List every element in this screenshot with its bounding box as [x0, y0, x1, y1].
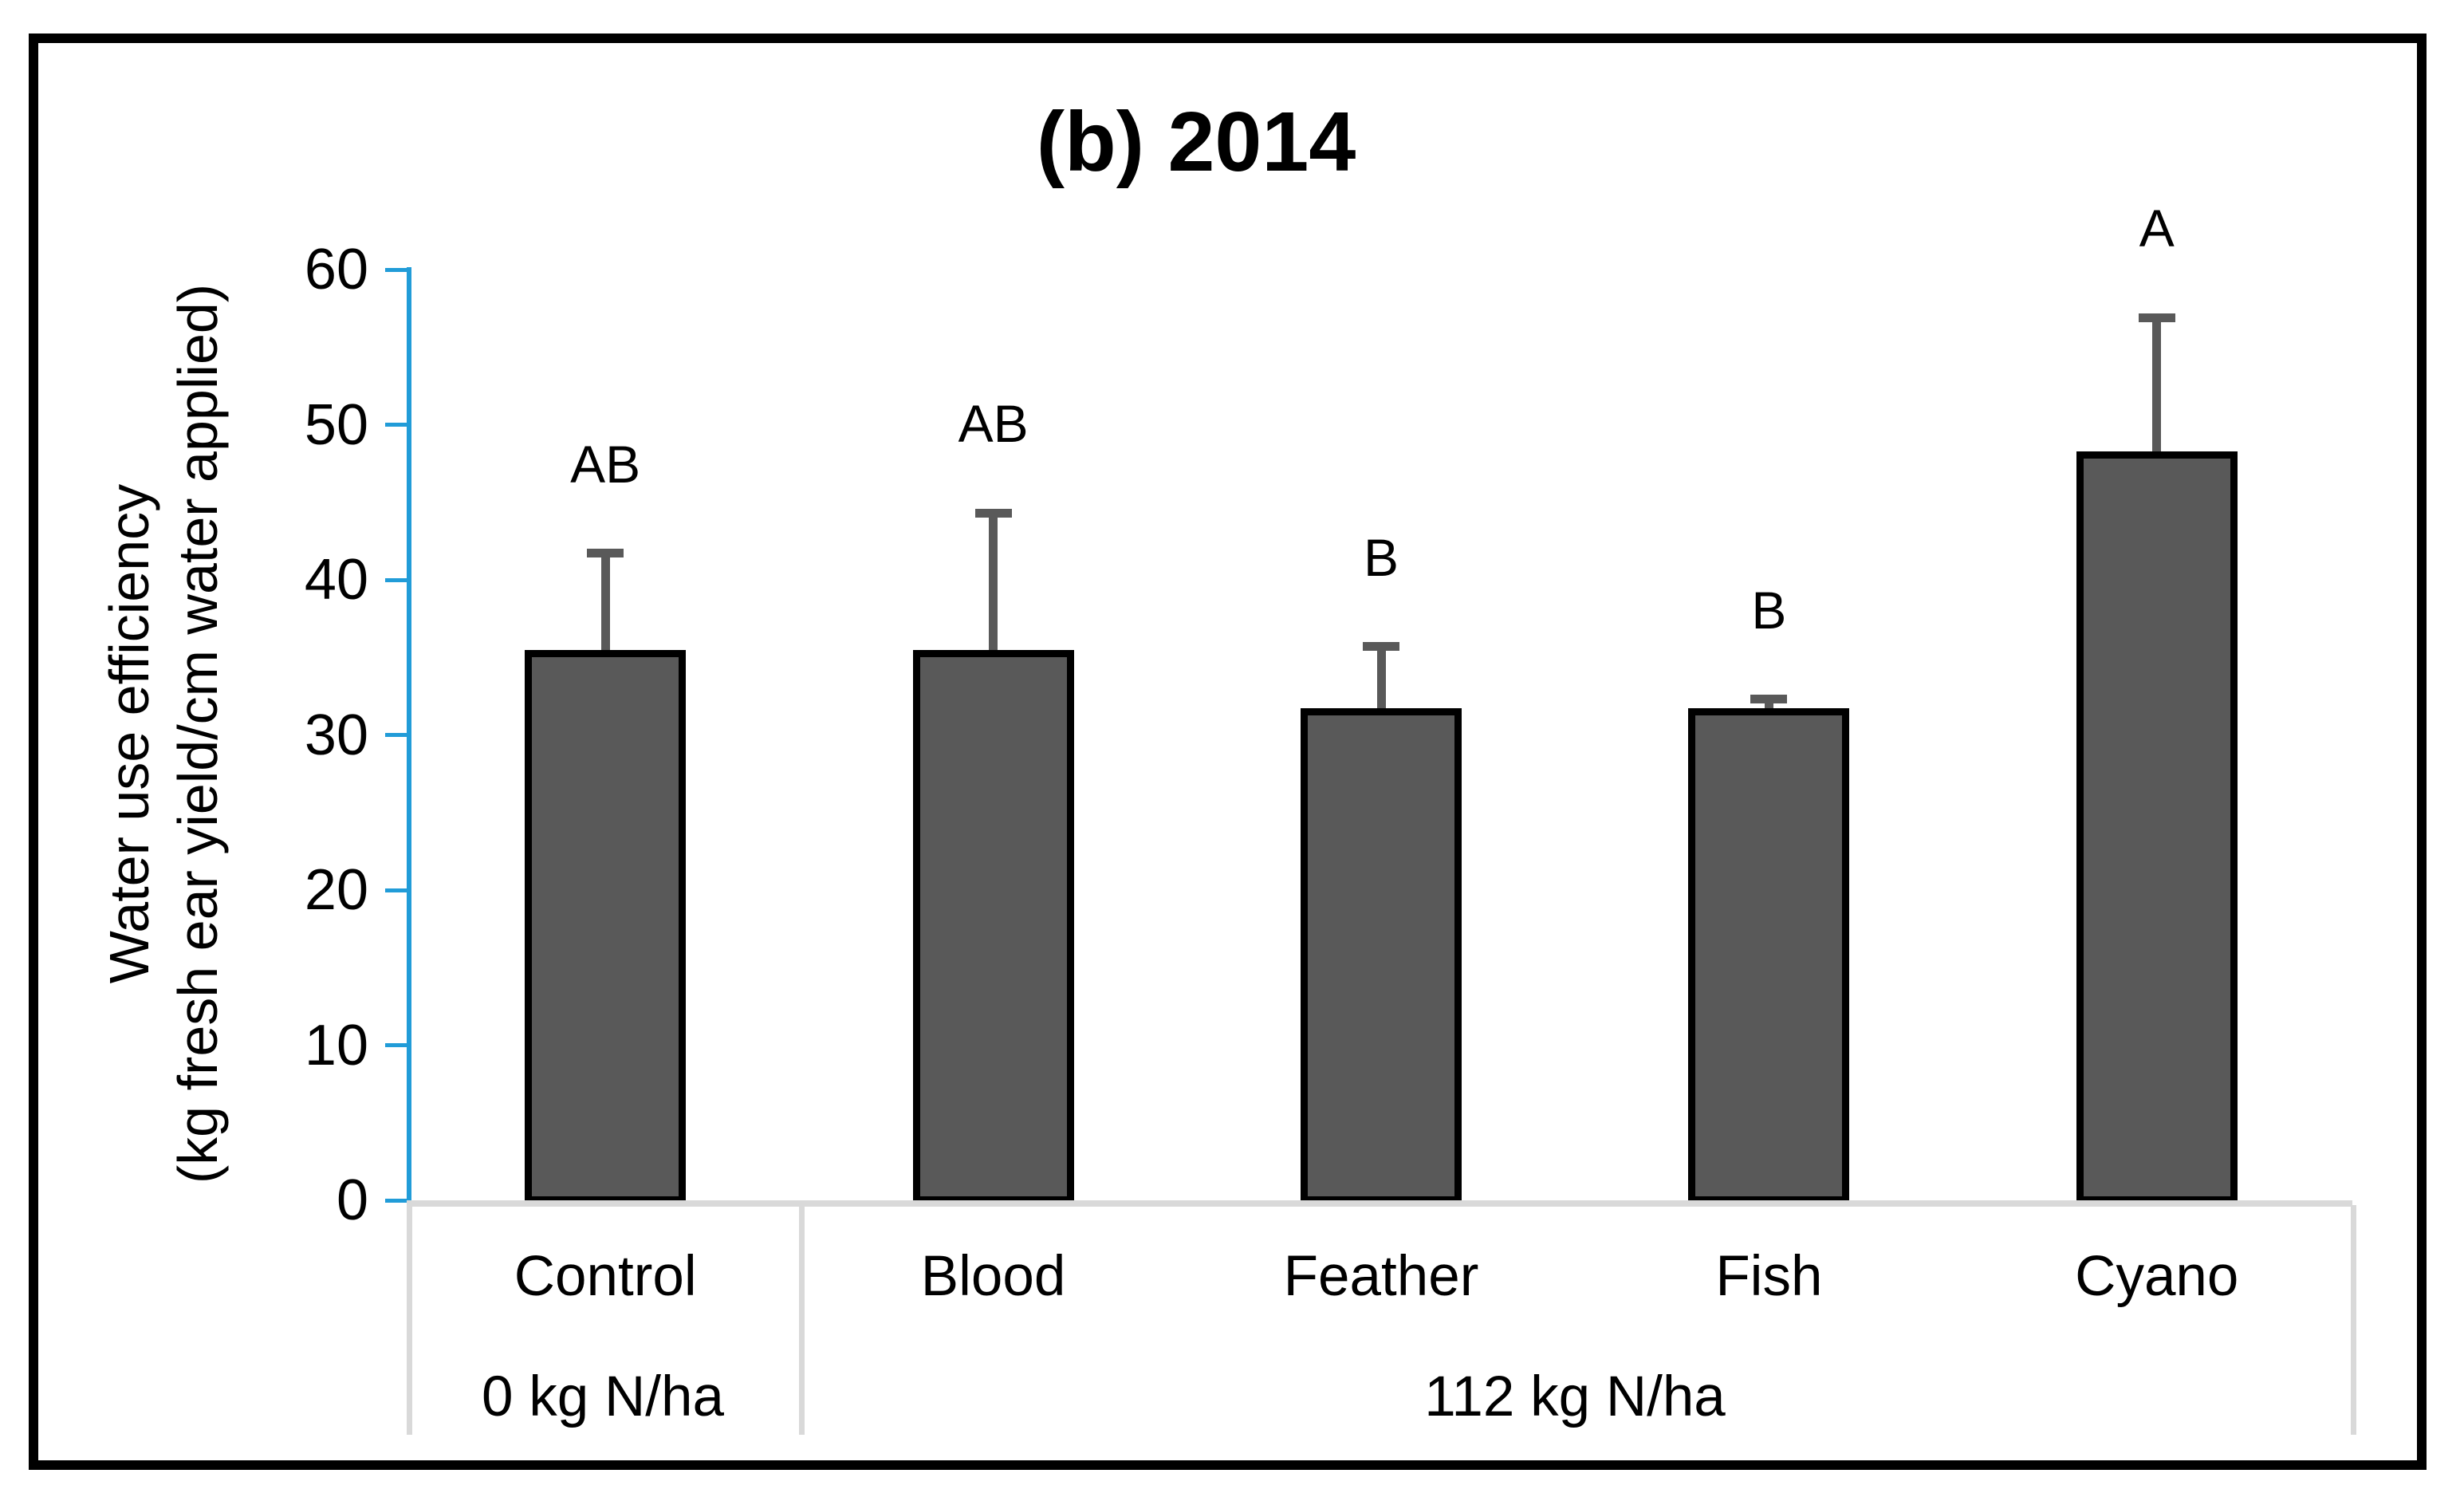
category-table-divider: [799, 1205, 805, 1435]
y-axis-tick: [385, 267, 407, 272]
bar: [1688, 708, 1850, 1203]
x-axis-baseline: [407, 1200, 2352, 1207]
category-label: Feather: [1283, 1245, 1479, 1308]
y-axis-tick: [385, 423, 407, 427]
y-axis-tick: [385, 1198, 407, 1203]
bar: [912, 649, 1074, 1203]
error-bar-cap: [974, 508, 1012, 518]
chart-title: (b) 2014: [1036, 95, 1356, 189]
error-bar-cap: [1750, 695, 1788, 704]
y-tick-label: 60: [304, 238, 368, 301]
y-axis-line: [407, 267, 411, 1204]
y-axis-tick: [385, 888, 407, 892]
y-axis-tick: [385, 733, 407, 737]
y-tick-label: 10: [304, 1013, 368, 1077]
y-tick-label: 40: [304, 548, 368, 612]
significance-letter: B: [1363, 527, 1399, 587]
significance-letter: AB: [570, 434, 641, 494]
category-label: Fish: [1715, 1245, 1823, 1308]
y-tick-label: 20: [304, 858, 368, 922]
error-bar-cap: [2138, 313, 2175, 322]
category-table-divider: [407, 1205, 412, 1435]
category-label: Cyano: [2075, 1245, 2239, 1308]
error-bar-stem: [1376, 646, 1386, 731]
y-tick-label: 0: [336, 1168, 368, 1232]
group-label: 112 kg N/ha: [1424, 1365, 1726, 1428]
category-label: Control: [514, 1245, 697, 1308]
error-bar-stem: [989, 513, 998, 672]
y-tick-label: 30: [304, 703, 368, 767]
bar: [1301, 708, 1462, 1203]
figure-border: [29, 33, 2427, 1470]
y-axis-tick: [385, 1043, 407, 1047]
bar: [2076, 451, 2238, 1203]
y-axis-tick: [385, 577, 407, 582]
significance-letter: AB: [958, 394, 1029, 454]
error-bar-stem: [600, 553, 610, 672]
category-label: Blood: [920, 1245, 1066, 1308]
bar: [525, 649, 687, 1203]
error-bar-stem: [2152, 317, 2162, 474]
error-bar-cap: [1363, 642, 1399, 652]
significance-letter: A: [2139, 199, 2175, 258]
category-table-divider: [2351, 1205, 2356, 1435]
error-bar-cap: [587, 549, 624, 558]
significance-letter: B: [1751, 580, 1787, 640]
group-label: 0 kg N/ha: [482, 1365, 724, 1428]
y-tick-label: 50: [304, 392, 368, 457]
